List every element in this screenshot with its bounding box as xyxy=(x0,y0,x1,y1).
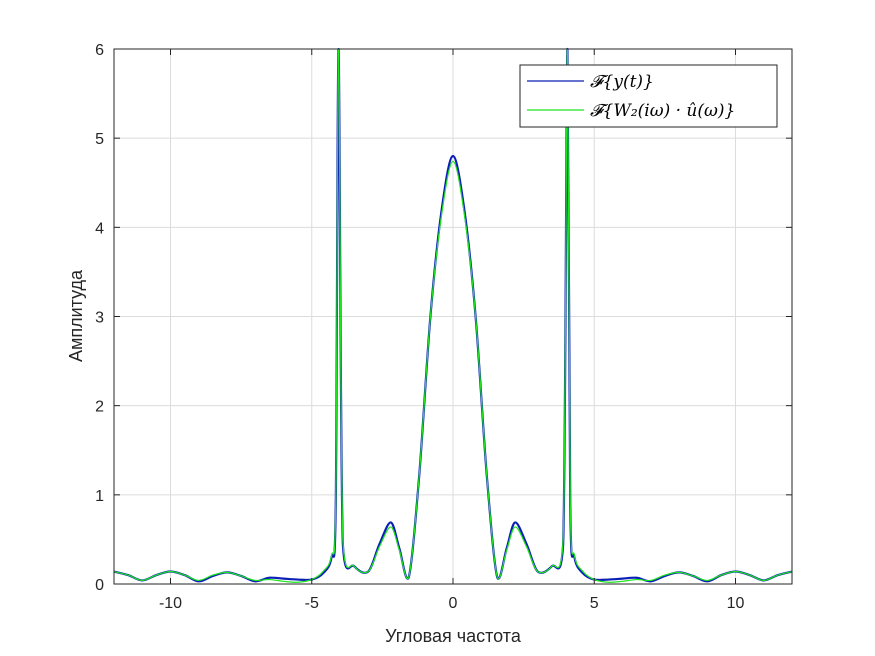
y-tick-label: 6 xyxy=(95,42,104,59)
y-tick-label: 0 xyxy=(95,577,104,594)
x-axis-label: Угловая частота xyxy=(385,626,522,646)
x-tick-label: 5 xyxy=(590,595,599,612)
x-tick-label: 10 xyxy=(727,595,745,612)
y-tick-label: 3 xyxy=(95,310,104,327)
series-line-2 xyxy=(113,48,793,583)
series-layer xyxy=(113,47,793,583)
axis-ticks: -10 -5 0 5 10 0 1 2 3 4 5 6 xyxy=(95,42,792,612)
y-tick-label: 1 xyxy=(95,488,104,505)
legend-label-series-1: 𝓕{y(t)} xyxy=(590,72,654,92)
y-tick-label: 5 xyxy=(95,131,104,148)
x-tick-label: -10 xyxy=(159,595,182,612)
x-tick-label: 0 xyxy=(449,595,458,612)
y-axis-label: Амплитуда xyxy=(66,269,86,362)
x-tick-label: -5 xyxy=(305,595,319,612)
y-tick-label: 2 xyxy=(95,399,104,416)
y-tick-label: 4 xyxy=(95,220,104,237)
legend: 𝓕{y(t)} 𝓕{W₂(iω) · û(ω)} xyxy=(519,64,778,128)
series-line-1 xyxy=(113,47,793,583)
legend-box xyxy=(519,64,778,128)
legend-label-series-2: 𝓕{W₂(iω) · û(ω)} xyxy=(590,101,735,121)
